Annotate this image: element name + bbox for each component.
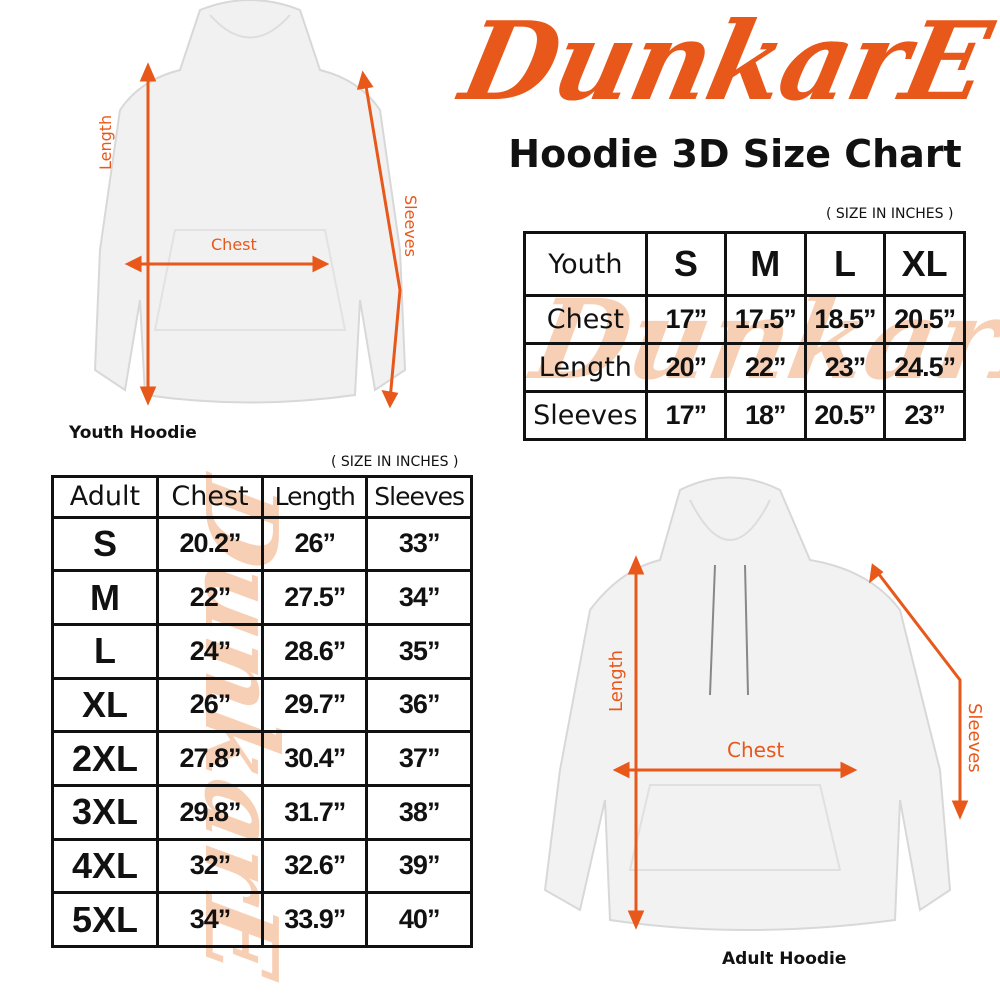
row-label: 3XL [51,783,159,841]
table-cell: 17.5” [723,294,807,346]
youth-hoodie-image [93,0,407,409]
table-cell: 32” [155,837,265,895]
header-cell: Adult [51,475,159,519]
header-cell: M [723,230,807,298]
row-label: M [51,569,159,626]
row-label: 5XL [51,891,159,948]
table-cell: 20.5” [883,294,966,346]
table-cell: 24.5” [883,342,966,394]
row-label: Length [523,342,648,394]
table-cell: 34” [365,569,473,626]
table-cell: 18.5” [803,294,887,346]
table-cell: 26” [261,515,369,573]
table-row: XL 26” 29.7” 36” [51,676,473,734]
youth-unit-note: ( SIZE IN INCHES ) [826,206,954,222]
table-cell: 20” [644,342,727,394]
table-row: Length 20” 22” 23” 24.5” [523,342,966,394]
youth-chest-label: Chest [211,235,257,254]
table-row: L 24” 28.6” 35” [51,622,473,680]
header-cell: Sleeves [365,475,473,519]
table-cell: 32.6” [261,837,369,895]
adult-hoodie-image [543,476,969,931]
table-cell: 17” [644,390,727,441]
table-cell: 30.4” [261,730,369,787]
adult-length-label: Length [606,649,627,712]
adult-sleeves-label: Sleeves [964,703,985,773]
table-row: 2XL 27.8” 30.4” 37” [51,730,473,787]
table-cell: 40” [365,891,473,948]
table-cell: 35” [365,622,473,680]
table-cell: 23” [883,390,966,441]
table-cell: 17” [644,294,727,346]
brand-logo: DunkarE [451,0,999,125]
row-label: S [51,515,159,573]
table-cell: 29.7” [261,676,369,734]
page-title: Hoodie 3D Size Chart [508,132,962,176]
table-cell: 20.2” [155,515,265,573]
table-cell: 37” [365,730,473,787]
table-cell: 33” [365,515,473,573]
adult-chest-label: Chest [727,738,785,762]
youth-size-table: Youth S M L XL Chest 17” 17.5” 18.5” 20.… [523,230,966,441]
adult-size-table: Adult Chest Length Sleeves S 20.2” 26” 33” M… [51,475,473,948]
youth-length-label: Length [96,114,115,170]
header-cell: Length [261,475,369,519]
table-header-row: Youth S M L XL [523,230,966,298]
table-row: S 20.2” 26” 33” [51,515,473,573]
table-row: 3XL 29.8” 31.7” 38” [51,783,473,841]
header-cell: L [803,230,887,298]
table-cell: 36” [365,676,473,734]
table-cell: 38” [365,783,473,841]
adult-hoodie-caption: Adult Hoodie [722,949,847,969]
row-label: L [51,622,159,680]
row-label: Sleeves [523,390,648,441]
youth-hoodie-caption: Youth Hoodie [69,423,197,443]
youth-sleeves-label: Sleeves [401,195,420,257]
row-label: XL [51,676,159,734]
table-cell: 28.6” [261,622,369,680]
header-cell: Chest [155,475,265,519]
table-cell: 34” [155,891,265,948]
row-label: 4XL [51,837,159,895]
adult-unit-note: ( SIZE IN INCHES ) [331,454,459,470]
table-cell: 26” [155,676,265,734]
header-cell: Youth [523,230,648,298]
table-row: M 22” 27.5” 34” [51,569,473,626]
table-row: 5XL 34” 33.9” 40” [51,891,473,948]
table-cell: 27.8” [155,730,265,787]
row-label: Chest [523,294,648,346]
table-row: Sleeves 17” 18” 20.5” 23” [523,390,966,441]
table-cell: 31.7” [261,783,369,841]
table-cell: 29.8” [155,783,265,841]
table-cell: 24” [155,622,265,680]
table-row: 4XL 32” 32.6” 39” [51,837,473,895]
table-cell: 20.5” [803,390,887,441]
table-row: Chest 17” 17.5” 18.5” 20.5” [523,294,966,346]
table-cell: 27.5” [261,569,369,626]
table-cell: 22” [723,342,807,394]
table-cell: 39” [365,837,473,895]
table-cell: 33.9” [261,891,369,948]
table-header-row: Adult Chest Length Sleeves [51,475,473,519]
header-cell: S [644,230,727,298]
row-label: 2XL [51,730,159,787]
table-cell: 18” [723,390,807,441]
table-cell: 22” [155,569,265,626]
table-cell: 23” [803,342,887,394]
header-cell: XL [883,230,966,298]
